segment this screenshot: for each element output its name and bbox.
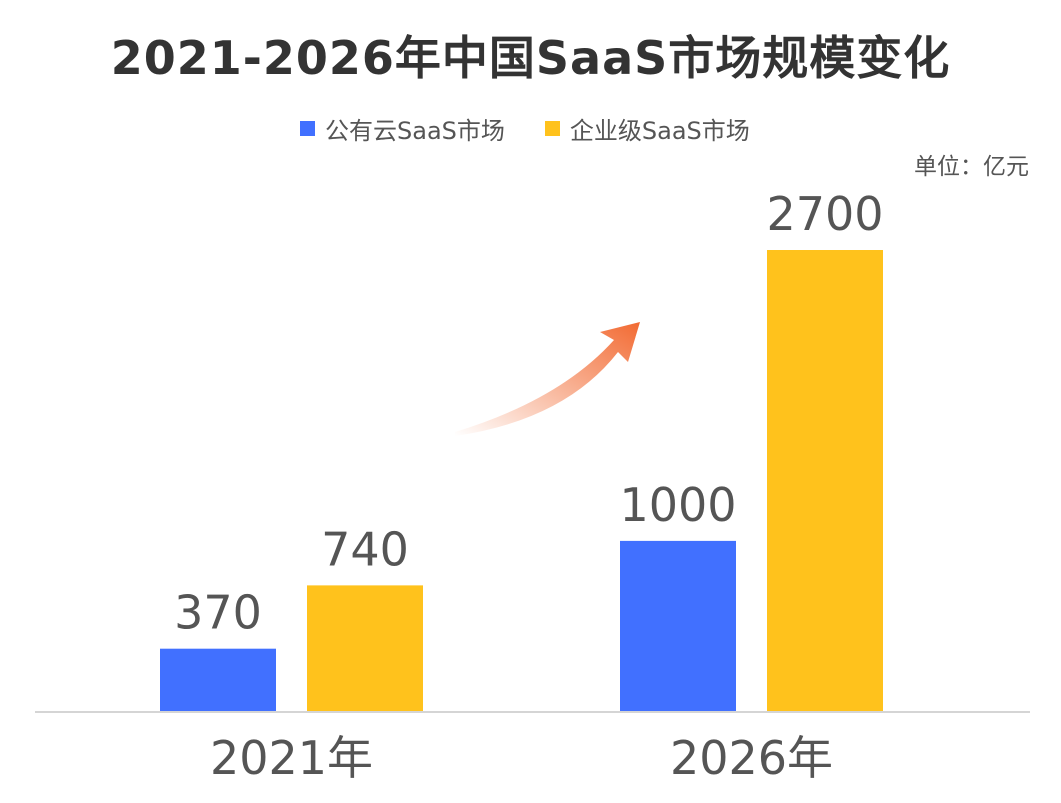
legend-label-enterprise: 企业级SaaS市场 xyxy=(569,116,750,145)
legend-swatch-enterprise xyxy=(544,120,560,136)
legend-swatch-public-cloud xyxy=(300,120,315,136)
chart-title: 2021-2026年中国SaaS市场规模变化 xyxy=(110,31,951,85)
data-label-public-cloud-0: 370 xyxy=(174,586,262,640)
bar-public-cloud-1 xyxy=(620,540,736,712)
data-label-enterprise-1: 2700 xyxy=(766,187,883,241)
legend-label-public-cloud: 公有云SaaS市场 xyxy=(325,116,505,145)
bar-enterprise-1 xyxy=(767,250,883,712)
growth-arrow-icon xyxy=(455,322,640,436)
legend: 公有云SaaS市场 企业级SaaS市场 xyxy=(300,111,790,146)
legend-item-enterprise: 企业级SaaS市场 xyxy=(544,111,750,146)
bar-enterprise-0 xyxy=(307,585,423,712)
x-tick-label-1: 2026年 xyxy=(670,731,833,785)
x-tick-label-0: 2021年 xyxy=(210,731,373,785)
data-label-public-cloud-1: 1000 xyxy=(619,478,736,532)
bar-public-cloud-0 xyxy=(160,648,276,712)
legend-item-public-cloud: 公有云SaaS市场 xyxy=(300,111,505,146)
unit-label: 单位：亿元 xyxy=(914,154,1029,180)
data-label-enterprise-0: 740 xyxy=(321,522,409,576)
